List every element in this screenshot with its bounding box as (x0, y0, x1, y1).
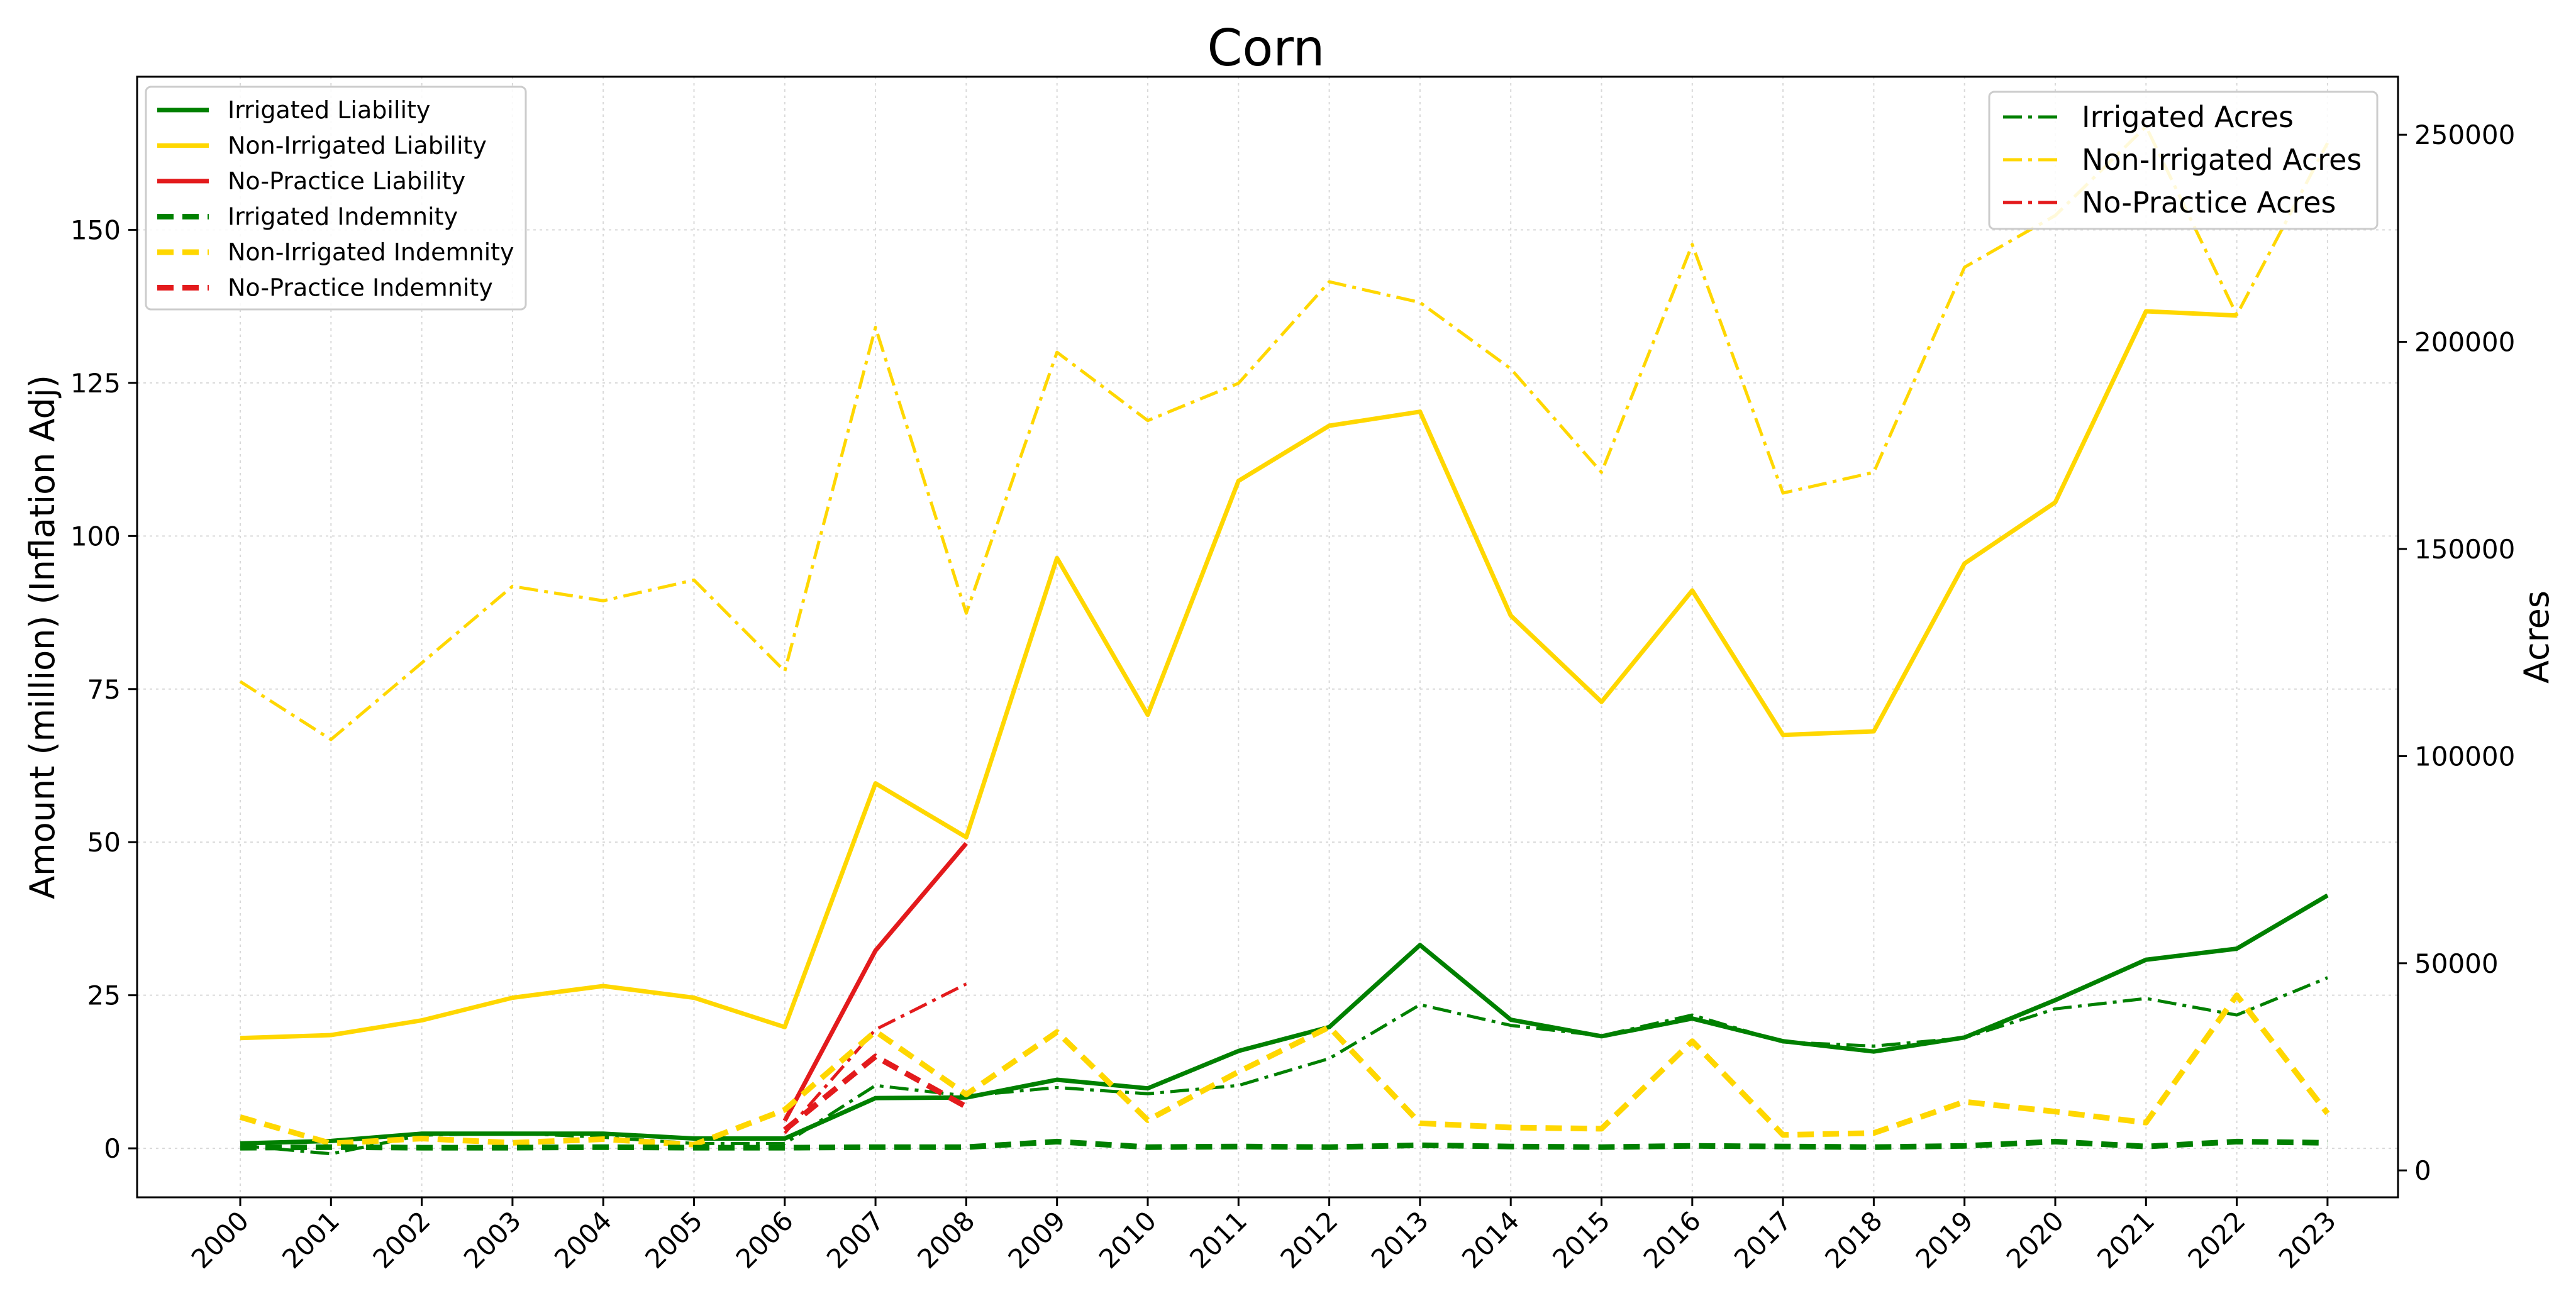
legend-label: Irrigated Indemnity (228, 203, 458, 231)
x-tick-label: 2008 (911, 1205, 980, 1274)
y-axis-title: Amount (million) (Inflation Adj) (23, 375, 62, 899)
series-line (782, 1053, 968, 1133)
y-tick-label: 150 (70, 214, 121, 245)
y-tick-label: 125 (70, 368, 121, 399)
y-tick-label: 0 (104, 1133, 121, 1164)
x-tick-label: 2019 (1910, 1205, 1979, 1274)
x-tick-label: 2018 (1819, 1205, 1888, 1274)
x-tick-label: 2012 (1274, 1205, 1343, 1274)
series-no-practice-liability (782, 841, 969, 1122)
x-tick-label: 2014 (1456, 1205, 1525, 1274)
series-irrigated-indemnity (240, 1138, 2328, 1151)
grid-lines (137, 77, 2398, 1197)
y2-axis-title: Acres (2517, 590, 2557, 684)
x-tick-label: 2007 (821, 1205, 890, 1274)
series-line (239, 125, 2329, 741)
series-line (240, 976, 2328, 1156)
x-tick-label: 2021 (2091, 1205, 2160, 1274)
chart-title: Corn (1208, 19, 1325, 77)
legend-right-frame (1988, 91, 2379, 230)
legend-label: Non-Irrigated Liability (228, 132, 487, 160)
x-tick-label: 2009 (1002, 1205, 1072, 1274)
series-non-irrigated-acres (239, 125, 2329, 741)
series-irrigated-acres (240, 976, 2328, 1156)
y-tick-label: 75 (87, 674, 121, 705)
series-line (240, 309, 2237, 1041)
legend-label: Irrigated Acres (2082, 100, 2294, 134)
x-tick-label: 2001 (276, 1205, 345, 1274)
x-tick-label: 2002 (367, 1205, 436, 1274)
y-tick-label: 100 (70, 521, 121, 551)
x-tick-label: 2006 (730, 1205, 799, 1274)
series-line (783, 982, 967, 1134)
legend-left: Irrigated Liability Non-Irrigated Liabili… (145, 86, 527, 311)
y2-tick-label: 200000 (2414, 327, 2515, 358)
series-line (782, 841, 969, 1122)
x-tick-label: 2010 (1093, 1205, 1162, 1274)
legend-left-frame (145, 86, 527, 311)
legend-label: Irrigated Liability (228, 96, 430, 124)
y-tick-label: 50 (87, 827, 121, 858)
x-tick-label: 2023 (2273, 1205, 2342, 1274)
series-line (240, 893, 2329, 1146)
series-non-irrigated-liability (240, 309, 2237, 1041)
series-no-practice-indemnity (782, 1053, 968, 1133)
x-tick-label: 2017 (1728, 1205, 1797, 1274)
y2-tick-label: 50000 (2414, 948, 2499, 979)
legend-right: Irrigated Acres Non-Irrigated Acres No-Pra… (1988, 91, 2379, 230)
series-non-irrigated-indemnity (239, 992, 2330, 1148)
x-tick-label: 2003 (458, 1205, 527, 1274)
legend-label: Non-Irrigated Indemnity (228, 238, 514, 266)
series-line (240, 1138, 2328, 1151)
series-line (239, 992, 2330, 1148)
series-irrigated-liability (240, 893, 2329, 1146)
series-layer (239, 125, 2330, 1156)
legend-label: Non-Irrigated Acres (2082, 143, 2362, 177)
y2-tick-label: 150000 (2414, 534, 2515, 565)
x-tick-label: 2020 (2001, 1205, 2070, 1274)
x-tick-label: 2004 (548, 1205, 618, 1274)
x-tick-label: 2005 (639, 1205, 708, 1274)
y2-tick-label: 0 (2414, 1155, 2431, 1186)
legend-label: No-Practice Liability (228, 167, 465, 195)
legend-label: No-Practice Acres (2082, 186, 2336, 219)
x-tick-label: 2011 (1184, 1205, 1253, 1274)
series-no-practice-acres (783, 982, 967, 1134)
x-tick-label: 2015 (1546, 1205, 1616, 1274)
y-tick-label: 25 (87, 980, 121, 1011)
plot-area-frame (136, 75, 2399, 1199)
x-tick-label: 2022 (2182, 1205, 2251, 1274)
x-tick-label: 2013 (1365, 1205, 1435, 1274)
x-tick-label: 2016 (1638, 1205, 1707, 1274)
legend-label: No-Practice Indemnity (228, 274, 493, 302)
y2-tick-label: 250000 (2414, 119, 2515, 150)
y2-tick-label: 100000 (2414, 741, 2515, 772)
x-tick-label: 2000 (186, 1205, 255, 1274)
